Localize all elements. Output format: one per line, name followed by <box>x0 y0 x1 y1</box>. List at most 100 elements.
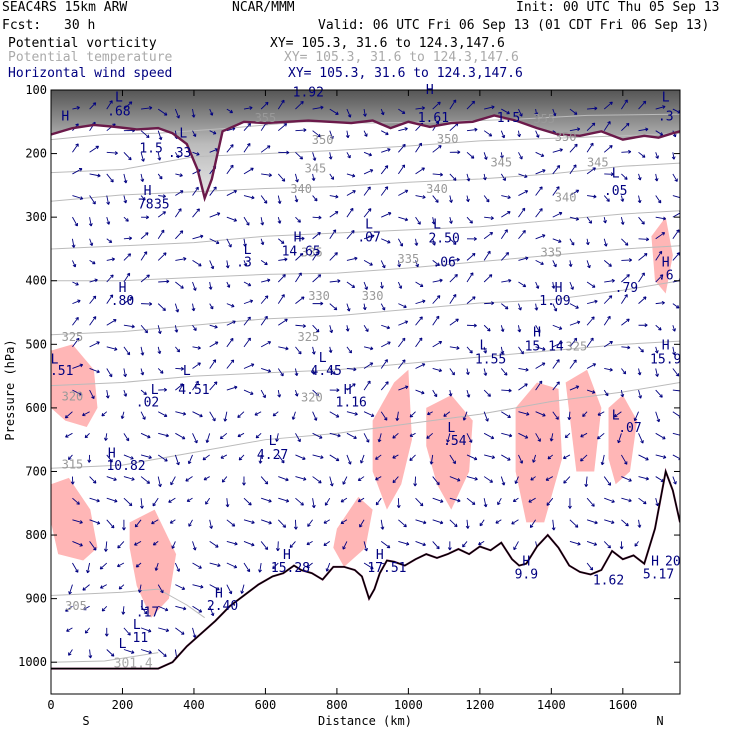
wind-vector-464 <box>398 385 409 391</box>
wind-vector-91 <box>123 389 128 397</box>
wind-vector-318 <box>277 519 287 528</box>
wind-vector-482 <box>415 316 423 326</box>
wind-vector-265 <box>243 337 251 348</box>
wind-vector-582 <box>501 211 511 218</box>
wind-vector-776 <box>654 346 659 354</box>
plot-frame <box>50 89 681 695</box>
wind-vector-219 <box>209 359 217 369</box>
wind-vector-526 <box>449 368 455 376</box>
wind-vector-646 <box>552 260 557 268</box>
wind-vector-484 <box>415 363 426 369</box>
wind-vector-47 <box>86 562 91 574</box>
wind-vector-782 <box>655 476 665 483</box>
terrain-line <box>51 469 680 670</box>
wind-vector-654 <box>549 433 554 442</box>
extremum-label-11: 1.5 <box>497 111 520 126</box>
pv-anomaly-1 <box>51 477 98 561</box>
wind-vector-291 <box>254 411 262 416</box>
wind-vector-73 <box>99 562 108 570</box>
extremum-label-51: L <box>612 408 620 423</box>
wind-vector-154 <box>158 627 170 633</box>
wind-vector-510 <box>432 476 440 486</box>
wind-vector-427 <box>363 541 368 552</box>
extremum-label-55: H <box>108 446 116 461</box>
wind-vector-206 <box>192 627 197 638</box>
wind-vector-58 <box>106 238 113 244</box>
wind-vector-330 <box>295 296 305 304</box>
wind-vector-351 <box>312 301 324 306</box>
wind-vector-456 <box>398 216 409 222</box>
wind-vector-798 <box>672 411 680 419</box>
extremum-label-40: .51 <box>50 364 73 379</box>
wind-vector-697 <box>584 476 589 488</box>
wind-vector-264 <box>243 316 251 326</box>
wind-vector-405 <box>340 519 348 524</box>
wind-vector-424 <box>357 476 365 482</box>
extremum-label-23: .06 <box>432 256 455 271</box>
wind-vector-572 <box>484 454 496 459</box>
wind-vector-388 <box>346 152 351 159</box>
wind-vector-285 <box>261 278 271 283</box>
wind-vector-289 <box>261 368 272 373</box>
extremum-label-54: 4.27 <box>257 448 288 463</box>
wind-vector-125 <box>135 562 142 568</box>
wind-vector-137 <box>157 252 167 261</box>
extremum-label-68: 2.40 <box>207 599 238 614</box>
extremum-label-16: .3 <box>236 256 252 271</box>
theta-label-21: 315 <box>62 457 84 471</box>
wind-vector-39 <box>89 389 95 400</box>
wind-vector-706 <box>603 195 610 202</box>
wind-vector-267 <box>243 389 254 395</box>
wind-vector-412 <box>363 208 372 218</box>
wind-vector-714 <box>604 367 613 372</box>
wind-vector-670 <box>569 337 578 348</box>
extremum-label-66: 20 <box>665 555 681 570</box>
wind-vector-78 <box>123 101 133 110</box>
x-tick-label-1600: 1600 <box>608 698 637 712</box>
pv-anomaly-6 <box>515 382 563 523</box>
wind-vector-364 <box>329 108 339 115</box>
south-end-label: S <box>82 714 89 728</box>
wind-vector-230 <box>209 606 215 617</box>
wind-vector-685 <box>586 216 593 224</box>
wind-vector-356 <box>312 411 318 421</box>
wind-vector-362 <box>306 541 313 546</box>
wind-vector-499 <box>432 238 436 246</box>
wind-vector-383 <box>323 519 330 524</box>
wind-vector-179 <box>175 605 187 611</box>
theta-label-0: 350 <box>312 133 334 147</box>
wind-vector-272 <box>243 497 252 506</box>
tropopause-line <box>51 114 680 203</box>
y-tick-label-1000: 1000 <box>18 655 47 669</box>
wind-vector-326 <box>295 216 301 223</box>
extremum-label-63: 1.62 <box>593 574 624 589</box>
extremum-label-21: L <box>433 218 441 233</box>
wind-vector-201 <box>188 519 193 527</box>
wind-vector-552 <box>466 476 478 481</box>
wind-vector-431 <box>381 148 391 153</box>
wind-vector-474 <box>415 142 423 153</box>
wind-vector-468 <box>392 476 399 484</box>
wind-vector-395 <box>346 303 351 312</box>
wind-vector-304 <box>277 217 282 224</box>
wind-vector-138 <box>158 279 170 284</box>
wind-vector-653 <box>552 411 559 420</box>
wind-vector-603 <box>518 230 526 240</box>
wind-vector-104 <box>141 106 153 110</box>
theta-contour-340 <box>51 162 680 202</box>
wind-vector-433 <box>380 186 389 196</box>
wind-vector-394 <box>346 281 356 288</box>
wind-vector-103 <box>123 649 135 654</box>
wind-vector-541 <box>466 236 477 241</box>
wind-vector-371 <box>329 252 338 261</box>
wind-vector-134 <box>158 194 166 199</box>
wind-vector-769 <box>655 195 662 204</box>
wind-vector-693 <box>586 389 596 394</box>
wind-vector-643 <box>552 186 560 196</box>
wind-vector-550 <box>466 433 473 443</box>
y-tick-label-300: 300 <box>25 210 47 224</box>
wind-vector-207 <box>209 108 214 116</box>
wind-vector-548 <box>466 389 471 398</box>
wind-vector-602 <box>518 207 526 218</box>
wind-vector-661 <box>569 143 578 153</box>
